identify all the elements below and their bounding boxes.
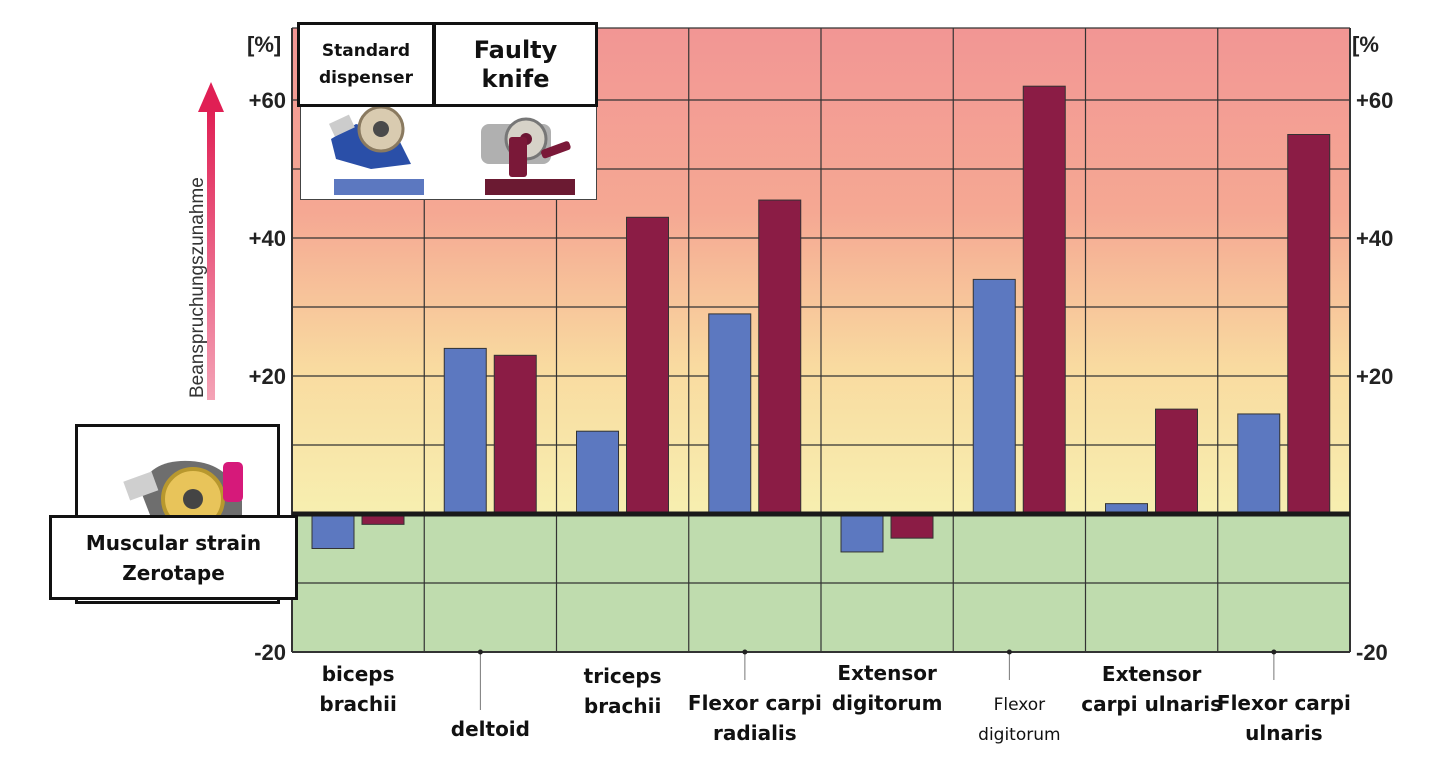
category-label: brachii [584, 694, 661, 718]
category-tick-dot [477, 649, 483, 655]
legend-standard-line1: Standard [321, 40, 411, 61]
bars [311, 85, 1331, 553]
category-label: carpi ulnaris [1081, 692, 1222, 716]
category-label: Extensor [1102, 662, 1202, 686]
y-axis-label: Beanspruchungszunahme [187, 177, 208, 398]
faulty-bar [890, 513, 934, 539]
y-tick-right: -20 [1356, 640, 1388, 665]
category-labels: biceps brachii deltoid triceps brachii Flexor… [319, 649, 1351, 745]
category-label: ulnaris [1245, 721, 1322, 745]
faulty-bar [493, 354, 537, 515]
baseline-label-box: Muscular strain Zerotape [49, 515, 298, 600]
category-label: digitorum [978, 725, 1060, 745]
baseline-label-line2: Zerotape [122, 560, 225, 585]
standard-bar [576, 430, 619, 515]
y-unit-left: [%] [247, 32, 281, 57]
y-tick-right: +40 [1356, 226, 1393, 251]
category-label: Extensor [837, 661, 937, 685]
category-label: triceps [584, 664, 662, 688]
faulty-bar [1022, 85, 1066, 515]
legend-faulty-box: Faulty knife [433, 22, 598, 107]
legend-faulty-line2: knife [481, 64, 550, 93]
category-label: Flexor carpi [1217, 691, 1351, 715]
y-tick-left: +40 [249, 226, 286, 251]
faulty-bar [1287, 134, 1331, 515]
y-tick-left: +60 [249, 88, 286, 113]
baseline-label-line1: Muscular strain [85, 530, 262, 555]
standard-dispenser-icon [328, 105, 411, 169]
standard-bar [443, 347, 487, 515]
category-label: digitorum [832, 691, 943, 715]
category-label: brachii [319, 692, 396, 716]
category-tick-dot [1006, 649, 1012, 655]
legend-standard-box: Standard dispenser [297, 22, 435, 107]
category-label: biceps [322, 662, 395, 686]
faulty-swatch [485, 179, 575, 195]
y-tick-right: +20 [1356, 364, 1393, 389]
standard-bar [1237, 413, 1281, 515]
category-label: Flexor carpi [688, 691, 822, 715]
y-tick-left: -20 [254, 640, 286, 665]
y-tick-right: +60 [1356, 88, 1393, 113]
y-tick-left: +20 [249, 364, 286, 389]
legend-faulty-line1: Faulty [473, 35, 558, 64]
category-tick-dot [742, 649, 748, 655]
faulty-bar [758, 199, 802, 515]
standard-bar [840, 513, 884, 553]
legend-standard-line2: dispenser [319, 67, 413, 88]
standard-bar [708, 313, 752, 515]
faulty-bar [626, 216, 669, 515]
category-label: deltoid [451, 717, 530, 741]
y-ticks: +60 +60 +40 +40 +20 +20 -20 -20 [249, 88, 1394, 665]
standard-bar [311, 513, 355, 549]
y-unit-right: [% [1352, 32, 1379, 57]
category-label: Flexor [994, 695, 1046, 715]
y-axis-arrow [198, 82, 224, 400]
standard-bar [972, 278, 1016, 515]
faulty-knife-icon [481, 117, 571, 177]
category-tick-dot [1271, 649, 1277, 655]
category-label: radialis [713, 721, 797, 745]
standard-swatch [334, 179, 424, 195]
faulty-bar [1155, 408, 1198, 515]
legend-graphics [328, 105, 575, 195]
